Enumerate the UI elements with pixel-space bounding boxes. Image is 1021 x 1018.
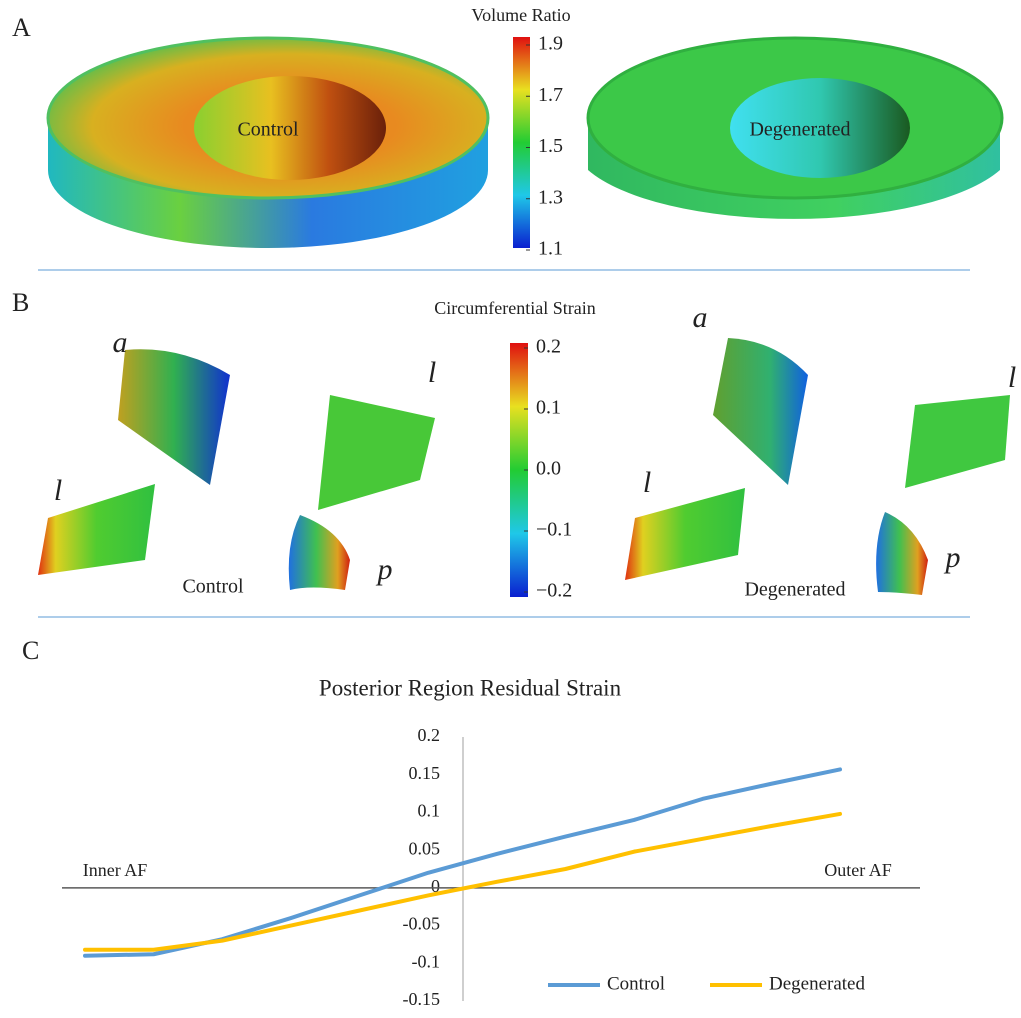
image-label: Control bbox=[237, 119, 299, 141]
disc-render bbox=[586, 36, 1004, 219]
image-label: Degenerated bbox=[744, 579, 845, 601]
colorbar-tick-label: 0.2 bbox=[536, 336, 561, 358]
colorbar-tick-label: −0.1 bbox=[536, 519, 572, 541]
colorbar-tick-label: 1.1 bbox=[538, 238, 563, 260]
annotation: Outer AF bbox=[824, 860, 892, 880]
colorbar-tick-label: 0.1 bbox=[536, 397, 561, 419]
y-tick-label: -0.15 bbox=[403, 989, 441, 1009]
y-tick-label: -0.1 bbox=[412, 951, 441, 971]
segment-renders bbox=[38, 338, 1010, 595]
colorbar-axis: 1.1 1.3 1.5 1.7 1.9 bbox=[526, 33, 563, 260]
colorbar-tick-label: 1.5 bbox=[538, 135, 563, 157]
colorbar-title: Volume Ratio bbox=[471, 5, 570, 25]
legend-label: Degenerated bbox=[769, 973, 865, 994]
region-label: p bbox=[376, 553, 393, 586]
colorbar-tick-label: 1.7 bbox=[538, 84, 563, 106]
region-label: p bbox=[944, 541, 961, 574]
colorbar bbox=[510, 343, 528, 597]
colorbar-tick-label: 1.9 bbox=[538, 33, 563, 55]
plot: -0.15 -0.1 -0.05 0 0.05 0.1 0.15 0.2 Control Dege… bbox=[62, 725, 920, 1009]
colorbar-tick-label: 1.3 bbox=[538, 186, 563, 208]
colorbar bbox=[513, 37, 530, 248]
series-line bbox=[83, 811, 842, 952]
colorbar-tick-label: 0.0 bbox=[536, 458, 561, 480]
image-label: Degenerated bbox=[749, 119, 850, 141]
panel-label: C bbox=[22, 636, 39, 665]
y-tick-label: 0.15 bbox=[409, 763, 441, 783]
annotation: Inner AF bbox=[83, 860, 148, 880]
panel-label: B bbox=[12, 288, 29, 317]
y-tick-label: 0.05 bbox=[409, 838, 441, 858]
region-label: l bbox=[54, 474, 62, 507]
region-label: a bbox=[113, 326, 128, 359]
y-tick-label: -0.05 bbox=[403, 914, 441, 934]
panel-label: A bbox=[12, 13, 31, 42]
image-label: Control bbox=[182, 576, 244, 598]
region-label: l bbox=[1008, 361, 1016, 394]
colorbar-axis: −0.2 −0.1 0.0 0.1 0.2 bbox=[524, 336, 572, 602]
y-tick-label: 0.2 bbox=[418, 725, 441, 745]
disc-render bbox=[46, 36, 490, 248]
legend-label: Control bbox=[607, 973, 665, 994]
region-label: l bbox=[643, 466, 651, 499]
y-tick-label: 0.1 bbox=[418, 801, 441, 821]
region-label: l bbox=[428, 356, 436, 389]
colorbar-tick-label: −0.2 bbox=[536, 580, 572, 602]
colorbar-title: Circumferential Strain bbox=[434, 298, 595, 318]
region-label: a bbox=[693, 301, 708, 334]
y-tick-label: 0 bbox=[431, 876, 440, 896]
chart-title: Posterior Region Residual Strain bbox=[319, 675, 622, 700]
